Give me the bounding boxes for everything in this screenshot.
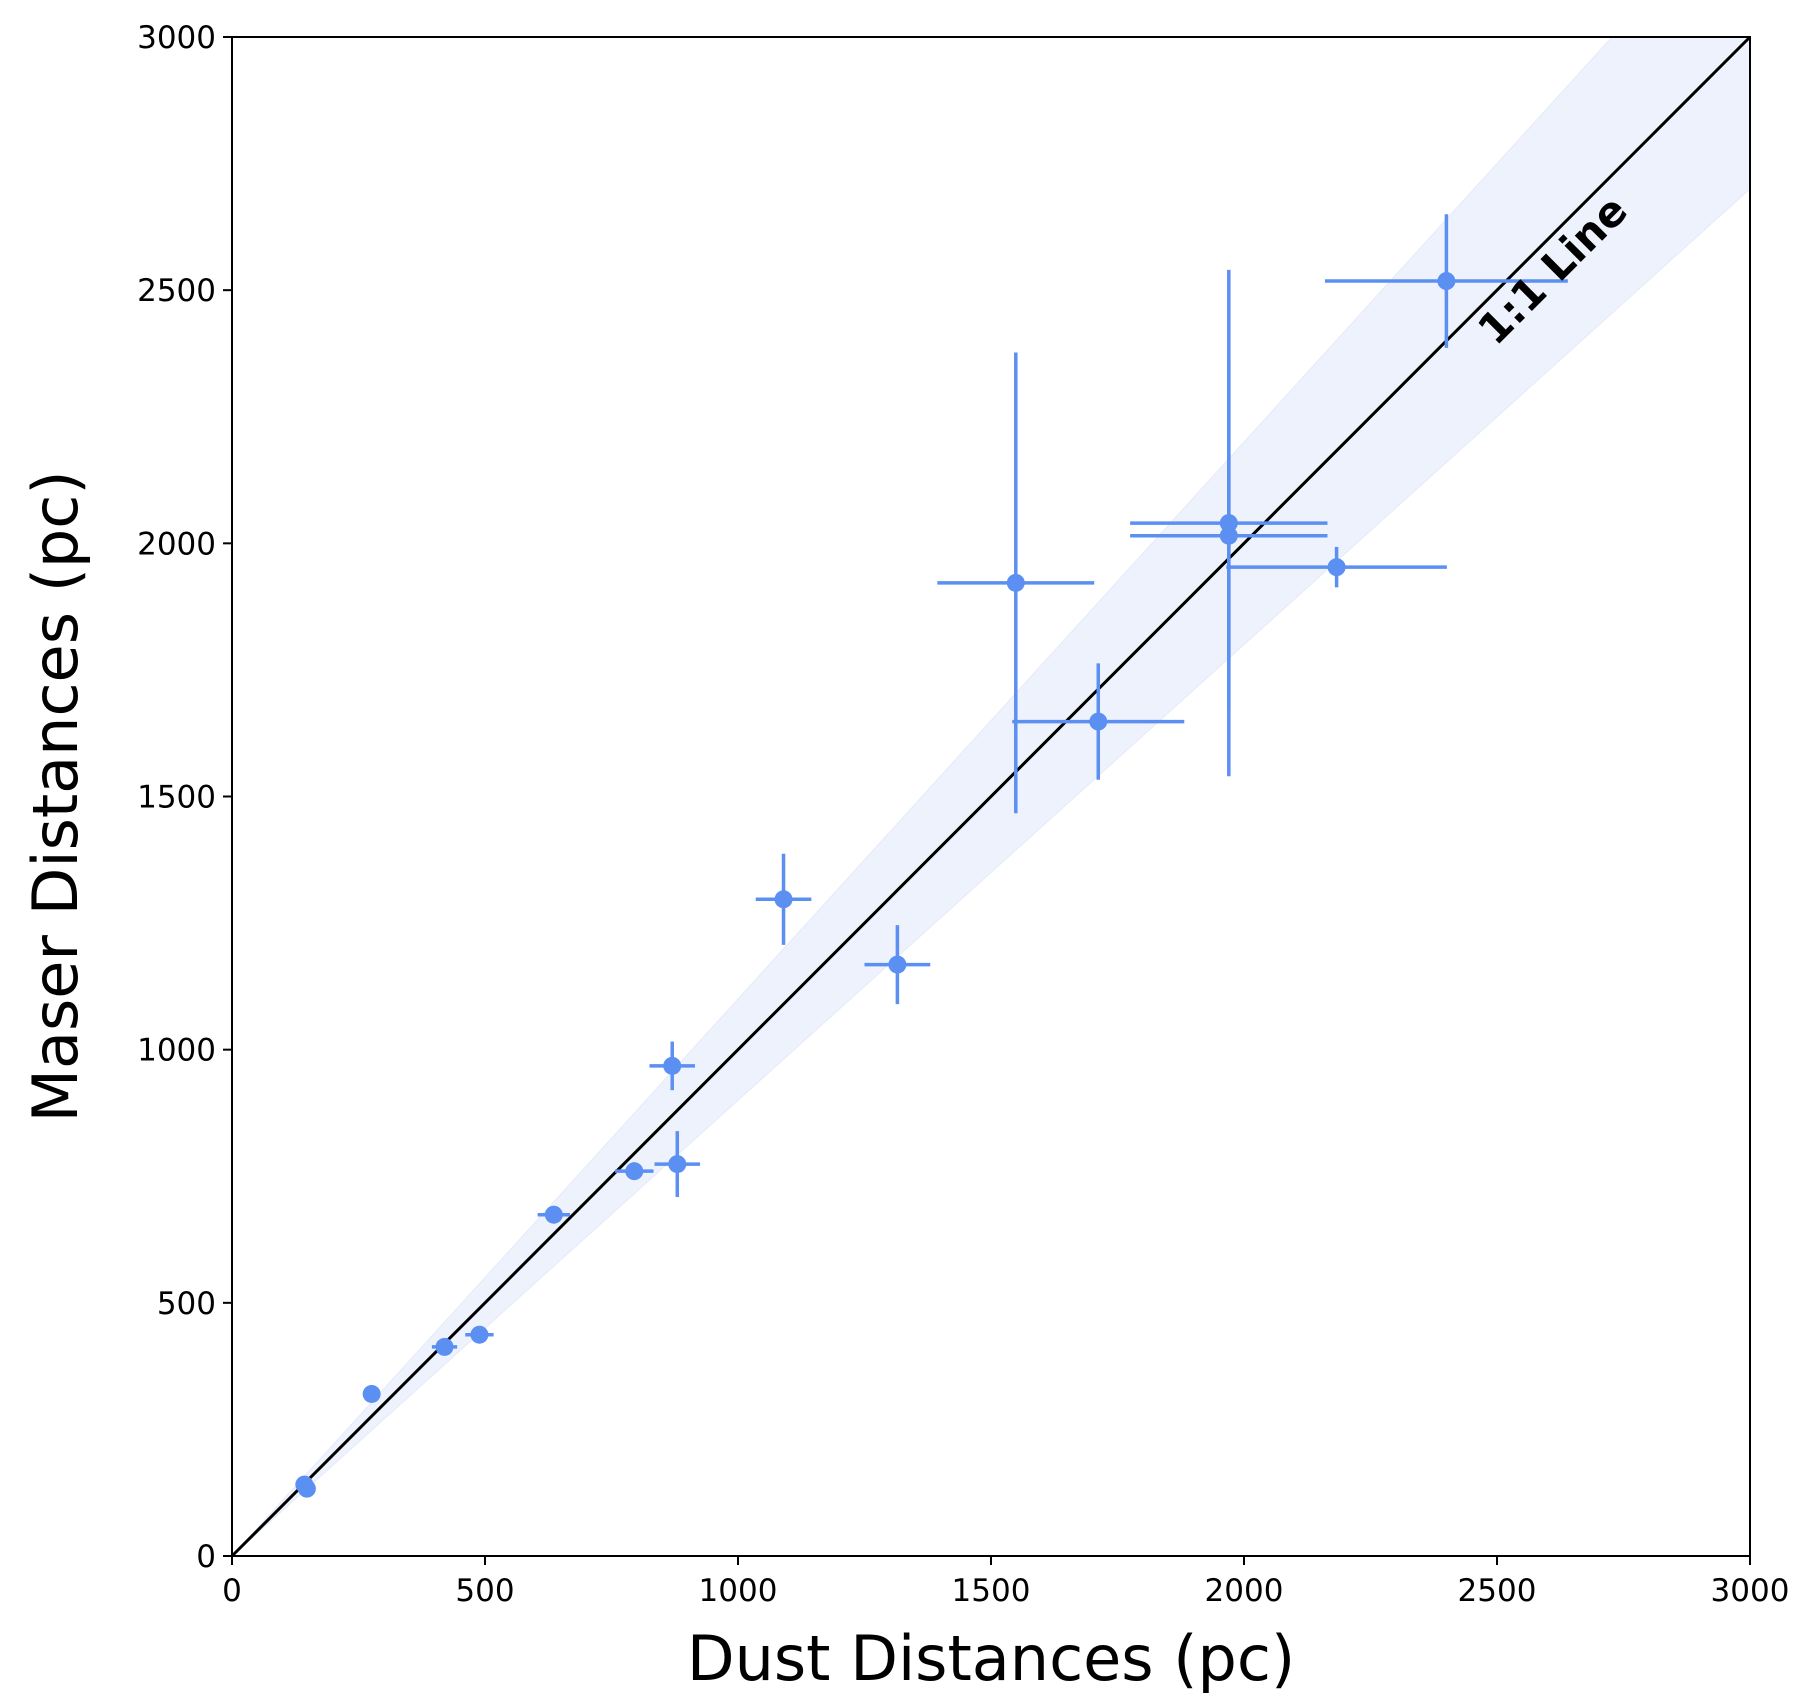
point-marker [1327, 558, 1346, 577]
point-marker [888, 955, 907, 974]
y-axis-title: Maser Distances (pc) [19, 470, 92, 1122]
y-tick-label: 2500 [137, 273, 216, 309]
x-axis-ticks: 0 500 1000 1500 2000 2500 3000 [222, 1556, 1789, 1609]
data-point [1012, 663, 1185, 780]
point-marker [1089, 712, 1108, 731]
x-tick-label: 1000 [699, 1573, 778, 1609]
data-point [297, 1479, 316, 1498]
point-marker [1437, 272, 1456, 291]
data-point [654, 1131, 701, 1198]
data-point [1324, 214, 1568, 348]
point-marker [663, 1056, 682, 1075]
data-point [1226, 546, 1447, 588]
reference-line-layer [230, 35, 1752, 1558]
point-marker [544, 1205, 563, 1224]
data-point [431, 1337, 458, 1356]
data-points-layer [295, 214, 1568, 1498]
data-point [1130, 361, 1328, 711]
x-tick-label: 3000 [1711, 1573, 1790, 1609]
y-tick-label: 500 [157, 1286, 216, 1322]
x-tick-label: 2000 [1205, 1573, 1284, 1609]
data-point [615, 1162, 654, 1181]
point-marker [774, 890, 793, 909]
point-marker [1006, 573, 1025, 592]
data-point [649, 1041, 695, 1091]
x-tick-label: 1500 [952, 1573, 1031, 1609]
y-tick-label: 1000 [137, 1033, 216, 1069]
point-marker [470, 1325, 489, 1344]
data-point [937, 352, 1095, 814]
point-marker [1219, 526, 1238, 545]
one-to-one-line [230, 35, 1752, 1558]
y-axis-ticks: 0 500 1000 1500 2000 2500 3000 [137, 20, 232, 1575]
y-tick-label: 1500 [137, 780, 216, 816]
data-point [864, 925, 931, 1005]
data-point [537, 1205, 571, 1224]
x-tick-label: 500 [455, 1573, 514, 1609]
point-marker [625, 1162, 644, 1181]
point-marker [668, 1155, 687, 1174]
x-axis-title: Dust Distances (pc) [687, 1622, 1295, 1695]
data-point [755, 853, 812, 945]
data-point [465, 1325, 494, 1344]
point-marker [362, 1384, 381, 1403]
y-tick-label: 3000 [137, 20, 216, 56]
data-point [362, 1384, 381, 1403]
x-tick-label: 0 [222, 1573, 242, 1609]
y-tick-label: 2000 [137, 526, 216, 562]
x-tick-label: 2500 [1458, 1573, 1537, 1609]
point-marker [297, 1479, 316, 1498]
y-tick-label: 0 [196, 1539, 216, 1575]
point-marker [435, 1337, 454, 1356]
